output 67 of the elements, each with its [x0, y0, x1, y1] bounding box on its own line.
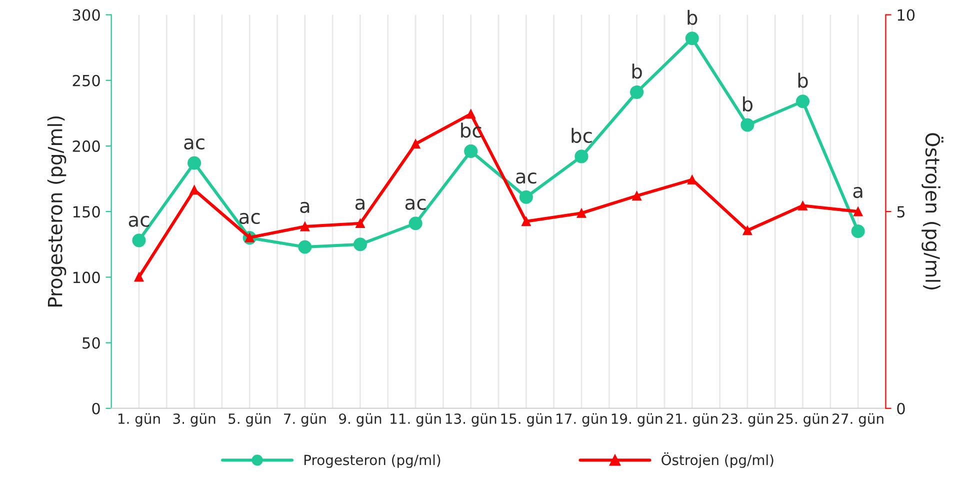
x-tick-label: 19. gün	[612, 413, 662, 427]
point	[796, 94, 810, 108]
x-tick-label: 11. gün	[390, 413, 441, 427]
annotation: a	[300, 202, 310, 214]
x-tick-label: 15. gün	[501, 413, 552, 427]
point	[132, 234, 146, 248]
y-tick-label: 200	[72, 140, 100, 152]
annotation: b	[632, 64, 642, 79]
point	[300, 222, 310, 232]
y-tick-label: 250	[72, 74, 100, 86]
point	[190, 185, 199, 195]
point	[574, 150, 588, 164]
x-tick-label: 7. gün	[284, 413, 326, 427]
annotation: ac	[516, 172, 536, 184]
point	[188, 156, 202, 170]
point	[466, 109, 476, 119]
point	[408, 216, 422, 230]
annotation: ac	[405, 198, 426, 210]
point	[410, 139, 420, 149]
y-tick-label: 100	[73, 272, 100, 284]
point	[687, 174, 697, 184]
point	[576, 208, 586, 218]
y2-tick-label: 5	[897, 206, 905, 218]
point	[630, 85, 644, 99]
x-tick-label: 27. gün	[832, 413, 884, 427]
y2-tick-label: 10	[898, 9, 915, 21]
x-tick-label: 25. gün	[777, 413, 828, 427]
point	[298, 240, 312, 254]
point	[521, 216, 531, 226]
point	[742, 226, 752, 236]
y2-tick-label: 0	[897, 402, 905, 414]
annotation: ac	[128, 216, 150, 227]
annotation: b	[688, 10, 698, 25]
x-tick-label: 3. gün	[173, 413, 216, 427]
point	[353, 238, 368, 252]
annotation: bc	[572, 128, 592, 143]
y2-axis-title: Östrojen (pg/ml)	[922, 133, 944, 290]
y-axis-title: Progesteron (pg/ml)	[47, 116, 66, 306]
point	[853, 206, 863, 216]
annotation: ac	[239, 212, 260, 224]
point	[134, 272, 144, 282]
point	[685, 32, 699, 46]
y-tick-label: 300	[72, 9, 100, 21]
point	[798, 200, 808, 210]
x-tick-label: 9. gün	[339, 413, 382, 427]
annotation: ac	[184, 138, 204, 150]
annotation: a	[355, 198, 364, 210]
x-tick-label: 17. gün	[556, 413, 607, 427]
annotation: b	[743, 96, 753, 112]
x-tick-label: 21. gün	[666, 413, 718, 427]
legend-label: Östrojen (pg/ml)	[662, 452, 774, 468]
legend-label: Progesteron (pg/ml)	[304, 454, 440, 468]
point	[740, 118, 754, 132]
y-tick-label: 150	[73, 206, 100, 218]
point	[632, 191, 642, 201]
y-tick-label: 0	[92, 402, 100, 414]
x-tick-label: 5. gün	[228, 413, 270, 427]
point	[519, 190, 533, 204]
y-tick-label: 50	[82, 337, 100, 349]
point	[356, 218, 365, 228]
x-tick-label: 23. gün	[722, 413, 773, 427]
point	[851, 224, 865, 238]
annotation: b	[798, 72, 808, 88]
x-tick-label: 1. gün	[118, 413, 160, 427]
point	[464, 144, 478, 158]
annotation: a	[853, 186, 862, 198]
x-tick-label: 13. gün	[446, 413, 496, 427]
